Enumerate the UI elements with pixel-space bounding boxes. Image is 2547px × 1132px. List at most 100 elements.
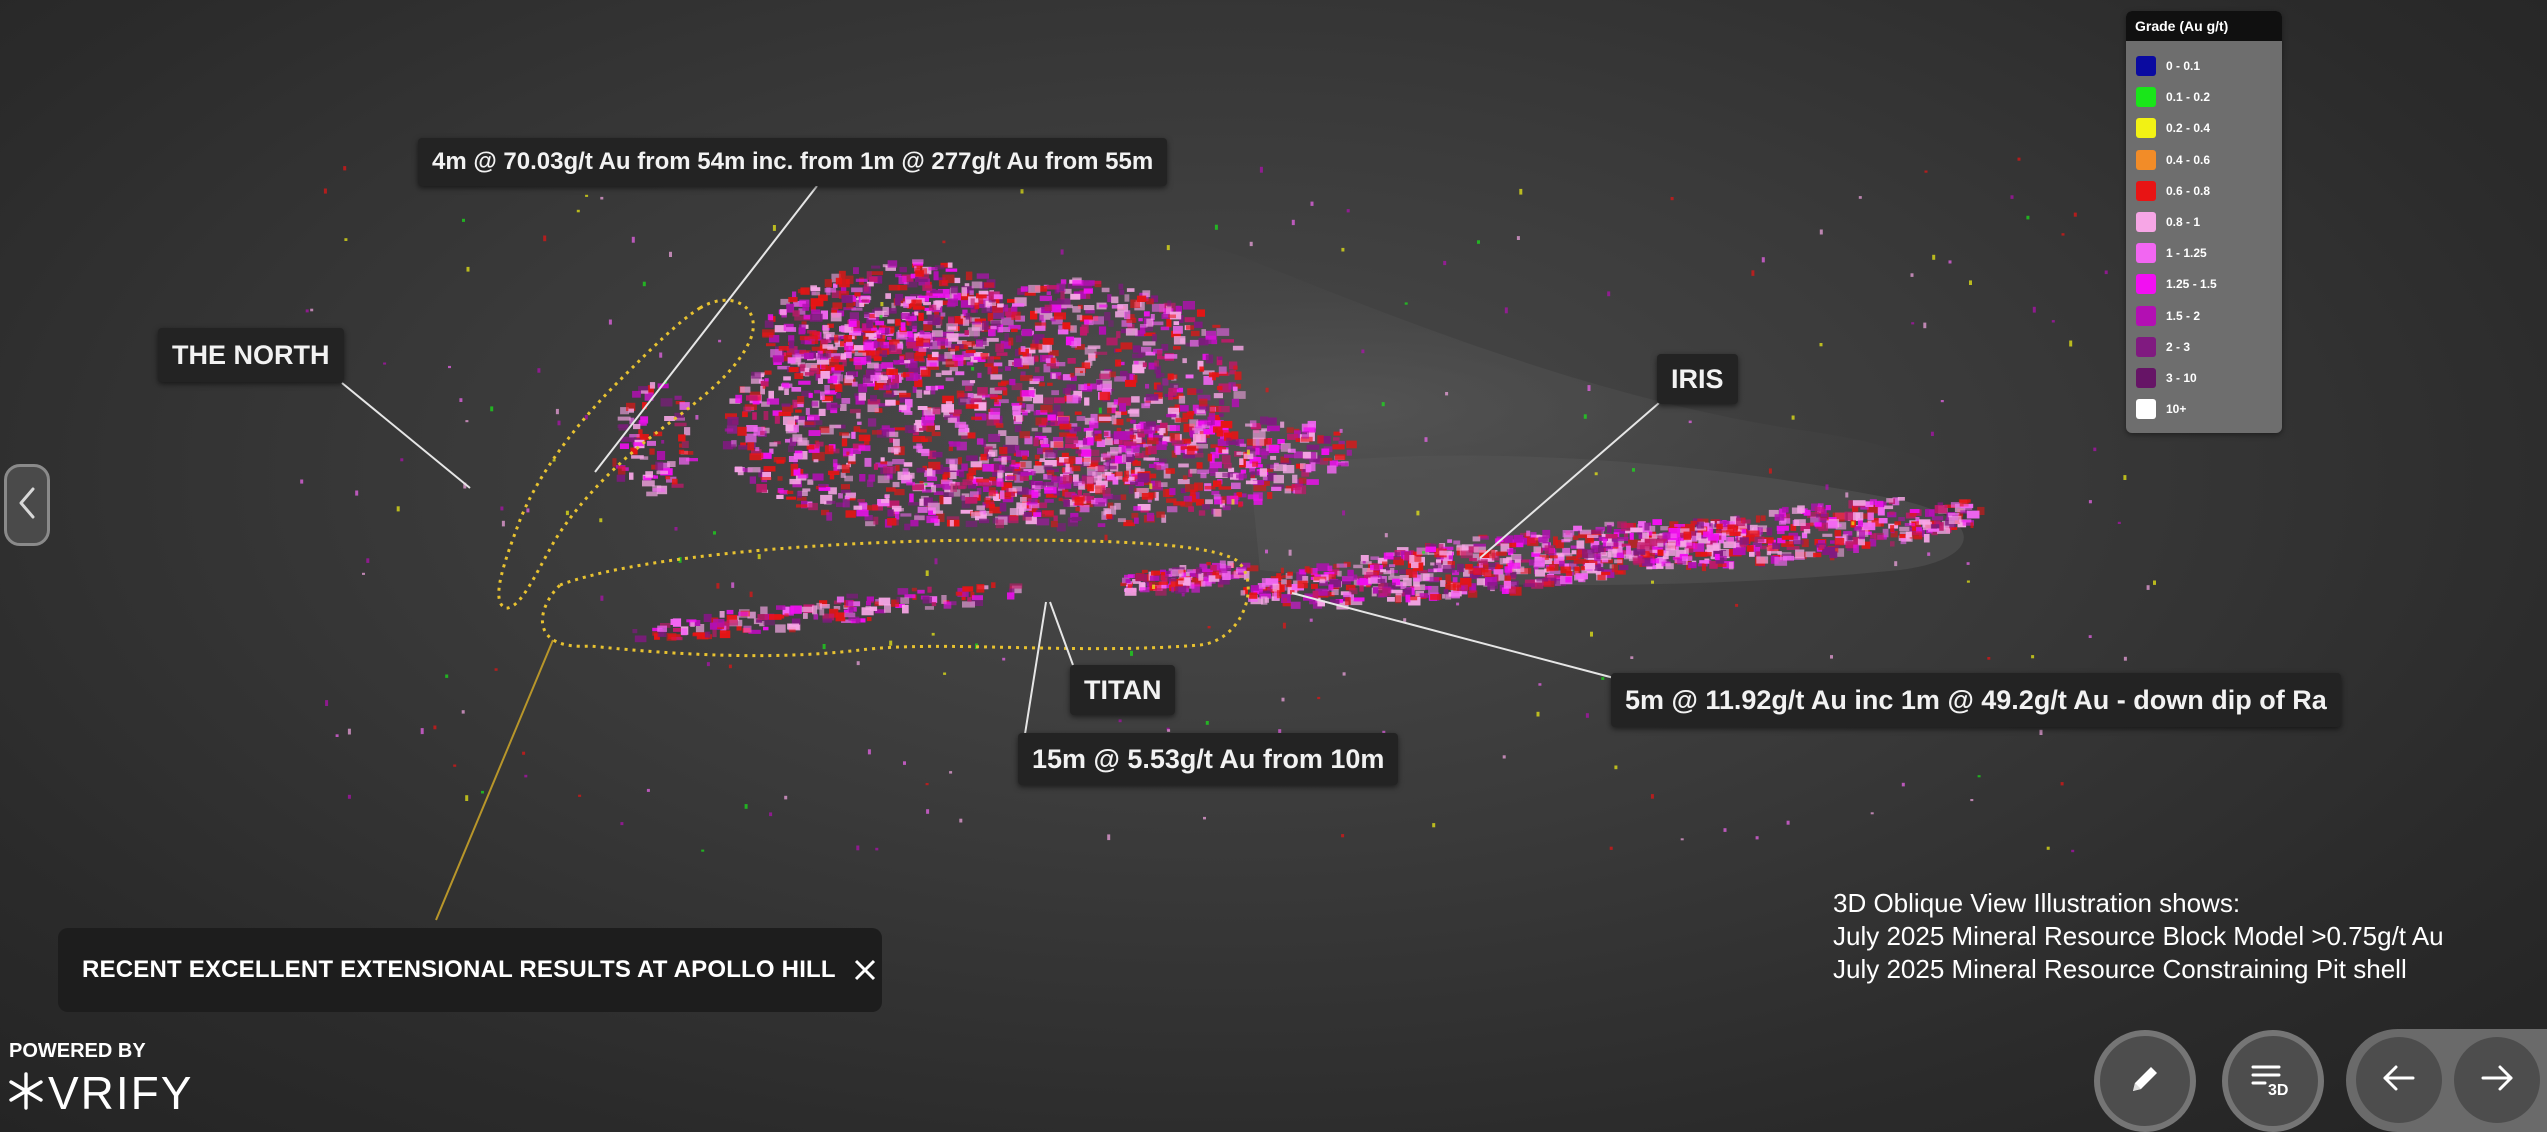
grade-block xyxy=(908,367,921,374)
grade-block xyxy=(826,512,833,521)
grade-block xyxy=(1797,505,1805,513)
grade-block xyxy=(1151,295,1159,303)
grade-block xyxy=(882,306,889,316)
grade-block xyxy=(1064,491,1076,498)
grade-block xyxy=(1227,561,1234,568)
previous-button[interactable] xyxy=(2356,1037,2442,1123)
grade-block xyxy=(799,335,811,341)
grade-block xyxy=(1159,428,1164,436)
grade-block xyxy=(1848,500,1854,509)
legend-swatch xyxy=(2136,118,2156,139)
grade-block xyxy=(1801,539,1809,548)
edit-button[interactable] xyxy=(2094,1030,2196,1132)
grade-block xyxy=(957,457,962,465)
grade-block xyxy=(612,458,617,467)
drillhole-point xyxy=(2010,195,2014,199)
grade-block xyxy=(722,441,733,450)
grade-block xyxy=(1014,425,1022,433)
grade-block xyxy=(1383,552,1394,560)
drillhole-point xyxy=(2146,585,2150,590)
grade-block xyxy=(816,336,829,341)
next-button[interactable] xyxy=(2454,1037,2540,1123)
grade-block xyxy=(896,331,908,340)
grade-block xyxy=(1261,451,1268,459)
grade-block xyxy=(1045,449,1058,458)
grade-block xyxy=(1619,565,1629,571)
drillhole-point xyxy=(1901,782,1905,787)
callout-the-north[interactable]: THE NORTH xyxy=(158,328,344,382)
grade-block xyxy=(1096,439,1106,447)
grade-block xyxy=(783,376,791,381)
drillhole-point xyxy=(1246,449,1250,455)
grade-block xyxy=(1639,544,1653,554)
grade-block xyxy=(978,290,989,295)
grade-block xyxy=(1874,500,1884,507)
grade-block xyxy=(1129,374,1135,380)
grade-block xyxy=(1313,455,1321,463)
grade-block xyxy=(776,494,784,499)
grade-block xyxy=(751,371,761,379)
grade-block xyxy=(1008,337,1014,346)
grade-block xyxy=(1019,431,1031,439)
collapse-panel-button[interactable] xyxy=(4,464,50,546)
grade-block xyxy=(917,406,928,410)
grade-block xyxy=(927,354,941,361)
drillhole-point xyxy=(1477,240,1480,244)
grade-block xyxy=(1118,445,1127,453)
grade-block xyxy=(933,271,939,281)
grade-block xyxy=(1353,597,1365,602)
grade-block xyxy=(1019,460,1032,469)
grade-block xyxy=(861,299,870,303)
grade-block xyxy=(976,438,984,445)
callout-titan[interactable]: TITAN xyxy=(1070,665,1176,715)
grade-block xyxy=(851,287,863,293)
grade-block xyxy=(1212,372,1216,381)
grade-block xyxy=(1307,432,1315,442)
grade-block xyxy=(1878,518,1888,524)
vrify-logo[interactable]: VRIFY xyxy=(6,1066,193,1120)
grade-block xyxy=(1768,509,1779,517)
callout-iris[interactable]: IRIS xyxy=(1657,354,1738,404)
grade-block xyxy=(1001,466,1015,472)
grade-block xyxy=(1040,404,1053,413)
grade-block xyxy=(1681,538,1692,546)
grade-block xyxy=(1606,525,1612,533)
grade-block xyxy=(1594,564,1602,571)
grade-block xyxy=(1139,587,1150,593)
grade-block xyxy=(849,408,861,414)
grade-block xyxy=(984,443,997,449)
drillhole-point xyxy=(1502,755,1506,759)
grade-block xyxy=(1104,465,1117,470)
grade-block xyxy=(1484,562,1497,567)
callout-iris-result[interactable]: 5m @ 11.92g/t Au inc 1m @ 49.2g/t Au - d… xyxy=(1611,673,2341,727)
grade-block xyxy=(1510,571,1517,578)
grade-block xyxy=(969,290,974,295)
view-3d-button[interactable]: 3D xyxy=(2222,1030,2324,1132)
grade-block xyxy=(960,495,965,500)
grade-block xyxy=(1249,456,1262,464)
callout-top-result[interactable]: 4m @ 70.03g/t Au from 54m inc. from 1m @… xyxy=(418,138,1168,186)
grade-block xyxy=(845,341,854,346)
callout-titan-result[interactable]: 15m @ 5.53g/t Au from 10m xyxy=(1018,733,1399,785)
grade-block xyxy=(1218,383,1231,393)
grade-block xyxy=(697,633,706,639)
grade-block xyxy=(1865,501,1874,507)
grade-block xyxy=(1233,383,1242,389)
grade-block xyxy=(962,340,975,346)
grade-block xyxy=(794,315,804,321)
grade-block xyxy=(1333,437,1340,441)
grade-block xyxy=(1081,501,1094,508)
grade-block xyxy=(1481,563,1489,573)
grade-block xyxy=(1043,397,1054,405)
grade-block xyxy=(1413,574,1422,582)
drillhole-point xyxy=(1203,816,1206,820)
grade-block xyxy=(1020,497,1027,502)
close-icon[interactable] xyxy=(850,955,880,985)
grade-block xyxy=(1005,436,1019,445)
grade-block xyxy=(976,296,984,304)
grade-block xyxy=(1000,490,1005,500)
grade-block xyxy=(856,509,869,517)
grade-block xyxy=(787,490,794,494)
legend-label: 0.8 - 1 xyxy=(2166,215,2201,229)
